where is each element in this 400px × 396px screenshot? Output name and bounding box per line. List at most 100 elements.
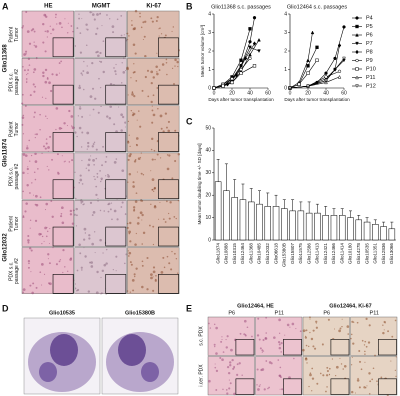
cell	[141, 219, 143, 221]
cell	[280, 351, 282, 353]
row-label: Tumor	[14, 27, 20, 42]
cell	[26, 74, 28, 76]
cell	[368, 372, 371, 375]
y-tick-label: 1	[208, 67, 211, 73]
cell	[49, 135, 52, 138]
cell	[371, 378, 374, 381]
cell	[164, 221, 167, 223]
data-point	[315, 45, 319, 49]
cell	[104, 160, 107, 163]
cell	[31, 291, 34, 295]
bar	[256, 203, 263, 241]
series-line	[289, 60, 318, 89]
cell	[86, 131, 90, 135]
cell	[263, 388, 266, 391]
cell	[60, 213, 63, 215]
cell	[34, 133, 36, 135]
cell	[89, 11, 92, 14]
cell	[95, 157, 98, 160]
cell	[364, 350, 366, 353]
cell	[171, 30, 173, 33]
cell	[80, 146, 83, 148]
cell	[150, 137, 154, 141]
cell	[32, 282, 35, 285]
cell	[26, 80, 28, 82]
y-tick-label: 0	[208, 85, 211, 91]
tumor	[50, 334, 78, 366]
cell	[257, 317, 260, 320]
cell	[306, 362, 308, 364]
x-tick-label: 60	[341, 90, 347, 96]
cell	[107, 210, 110, 213]
cell	[150, 276, 153, 280]
cell	[153, 149, 156, 152]
cell	[39, 271, 42, 274]
legend-marker	[355, 67, 359, 71]
x-tick-label: Glio12032	[265, 243, 270, 264]
cell	[99, 209, 102, 212]
cell	[97, 111, 100, 114]
cell	[133, 63, 135, 65]
cell	[311, 390, 313, 392]
cell	[131, 20, 133, 22]
cell	[302, 348, 305, 352]
x-tick-label: Glio12586	[306, 243, 311, 264]
column-header: Ki-67	[146, 4, 161, 10]
cell	[25, 53, 27, 55]
cell	[177, 65, 179, 68]
cell	[92, 210, 96, 214]
cell	[102, 40, 105, 43]
cell	[33, 171, 36, 174]
cell	[22, 65, 24, 68]
cell	[72, 209, 75, 212]
cell	[156, 52, 158, 54]
inset	[235, 378, 255, 395]
cell	[335, 365, 339, 369]
cell	[174, 65, 176, 67]
cell	[265, 360, 268, 362]
cell	[350, 364, 353, 366]
cell	[279, 388, 281, 390]
cell	[56, 23, 58, 25]
cell	[102, 145, 104, 148]
cell	[160, 270, 164, 274]
cell	[97, 198, 99, 200]
column-header: MGMT	[92, 4, 111, 10]
cell	[30, 249, 33, 252]
cell	[278, 374, 281, 377]
cell	[34, 45, 38, 48]
cell	[351, 390, 354, 394]
cell	[169, 201, 172, 204]
cell	[105, 175, 107, 177]
data-point	[230, 77, 234, 81]
cell	[90, 155, 92, 157]
cell	[241, 374, 243, 376]
cell	[85, 44, 88, 47]
cell	[177, 153, 181, 156]
cell	[22, 153, 26, 156]
cell	[270, 362, 273, 365]
cell	[70, 115, 74, 118]
cell	[155, 19, 158, 23]
inset	[105, 37, 127, 58]
cell	[309, 316, 311, 319]
cell	[113, 67, 115, 69]
data-point	[248, 52, 252, 57]
cell	[37, 168, 39, 170]
inset	[105, 84, 127, 105]
cell	[34, 136, 36, 139]
cell	[128, 230, 131, 234]
cell	[87, 163, 91, 167]
cell	[394, 369, 396, 371]
cell	[96, 27, 99, 30]
cell	[162, 256, 165, 259]
cell	[41, 235, 44, 238]
cell	[171, 177, 174, 180]
cell	[139, 211, 143, 215]
cell	[135, 232, 137, 235]
cell	[168, 217, 171, 220]
cell	[226, 335, 229, 338]
cell	[326, 366, 329, 369]
cell	[148, 224, 151, 227]
cell	[99, 170, 101, 172]
